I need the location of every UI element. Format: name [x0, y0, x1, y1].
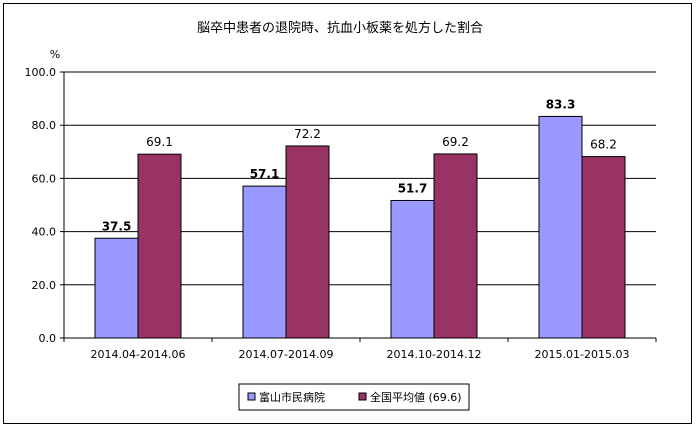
- bar-national-average: [137, 153, 182, 339]
- bar-hospital: [242, 185, 287, 339]
- bar-value-label: 69.2: [442, 135, 469, 149]
- bar-value-label: 68.2: [590, 138, 617, 152]
- y-tick-label: 100.0: [25, 66, 57, 79]
- bar-value-label: 51.7: [398, 181, 428, 195]
- y-axis-ticks: 0.0 20.0 40.0 60.0 80.0 100.0: [25, 66, 64, 345]
- bar-national-average: [581, 156, 626, 339]
- bar-hospital: [390, 199, 435, 339]
- bar-value-labels: 37.5 69.1 57.1 72.2 51.7 69.2 83.3 68.2: [102, 97, 617, 233]
- bar-value-label: 37.5: [102, 219, 132, 233]
- x-category-label: 2014.10-2014.12: [387, 348, 482, 361]
- x-category-label: 2015.01-2015.03: [535, 348, 630, 361]
- bar-hospital: [94, 237, 139, 339]
- bar-national-average: [433, 153, 478, 339]
- bar-value-label: 72.2: [294, 127, 321, 141]
- bar-value-label: 57.1: [250, 167, 280, 181]
- y-tick-label: 40.0: [32, 226, 57, 239]
- x-category-label: 2014.04-2014.06: [91, 348, 186, 361]
- chart-title: 脳卒中患者の退院時、抗血小板薬を処方した割合: [197, 20, 483, 36]
- bars: [94, 115, 626, 339]
- legend-swatch: [358, 392, 367, 401]
- legend-label: 全国平均値 (69.6): [370, 390, 462, 404]
- y-axis-unit-label: %: [50, 48, 60, 61]
- y-tick-label: 0.0: [39, 332, 57, 345]
- x-axis-category-labels: 2014.04-2014.06 2014.07-2014.09 2014.10-20…: [63, 338, 657, 361]
- legend: 富山市民病院 全国平均値 (69.6): [238, 383, 470, 411]
- legend-label: 富山市民病院: [259, 390, 325, 404]
- bar-national-average: [285, 145, 330, 339]
- axes: [63, 72, 656, 339]
- bar-value-label: 83.3: [546, 97, 576, 111]
- legend-swatch: [247, 392, 256, 401]
- legend-box: [238, 383, 470, 411]
- y-tick-label: 20.0: [32, 279, 57, 292]
- y-tick-label: 80.0: [32, 119, 57, 132]
- x-category-label: 2014.07-2014.09: [239, 348, 334, 361]
- bar-hospital: [538, 115, 583, 339]
- bar-value-label: 69.1: [146, 135, 173, 149]
- y-tick-label: 60.0: [32, 172, 57, 185]
